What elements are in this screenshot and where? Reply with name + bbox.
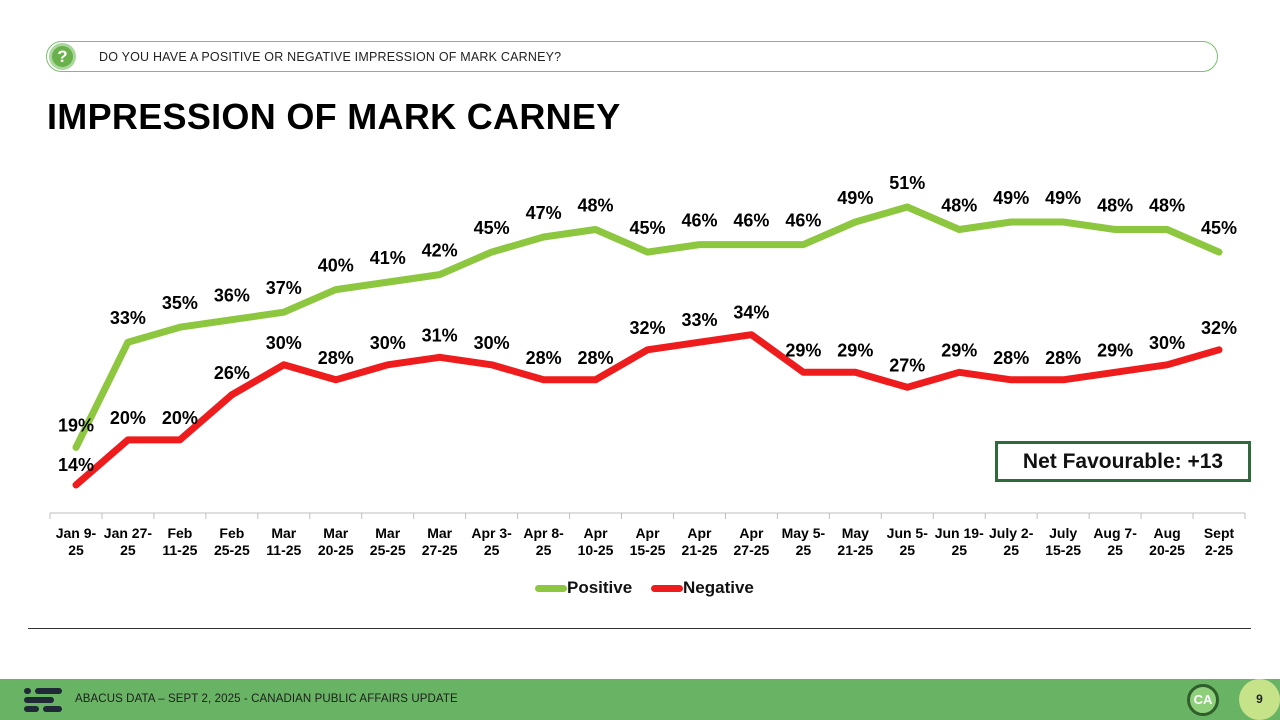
ca-badge: CA [1187,684,1219,716]
data-label-negative: 28% [318,348,354,368]
data-label-positive: 46% [681,211,717,231]
data-label-negative: 28% [1045,348,1081,368]
data-label-negative: 30% [474,333,510,353]
series-line-positive [72,203,1223,451]
data-label-positive: 49% [993,188,1029,208]
x-tick-label: Mar 25-25 [370,525,406,558]
data-label-positive: 33% [110,308,146,328]
data-label-negative: 20% [162,408,198,428]
data-label-positive: 49% [837,188,873,208]
data-label-negative: 26% [214,363,250,383]
data-label-negative: 20% [110,408,146,428]
x-tick-label: July 15-25 [1045,525,1081,558]
x-tick-label: May 21-25 [837,525,873,558]
data-label-positive: 19% [58,415,94,435]
data-label-positive: 41% [370,248,406,268]
data-label-positive: 48% [1149,196,1185,216]
data-label-negative: 29% [785,340,821,360]
question-icon: ? [49,43,76,70]
abacus-logo-icon [24,688,62,712]
x-tick-label: Apr 21-25 [682,525,718,558]
divider [28,628,1251,629]
data-label-positive: 42% [422,241,458,261]
x-tick-label: July 2-25 [989,525,1034,558]
x-tick-label: Apr 10-25 [578,525,614,558]
data-label-negative: 27% [889,355,925,375]
data-label-positive: 46% [733,211,769,231]
data-label-negative: 29% [1097,340,1133,360]
data-label-positive: 48% [1097,196,1133,216]
data-label-negative: 28% [993,348,1029,368]
survey-question: DO YOU HAVE A POSITIVE OR NEGATIVE IMPRE… [99,50,562,64]
x-tick-label: Aug 7-25 [1093,525,1137,558]
data-label-negative: 33% [681,310,717,330]
data-label-negative: 32% [1201,318,1237,338]
legend-label-positive: Positive [567,578,633,597]
x-tick-label: Mar 20-25 [318,525,354,558]
data-label-positive: 36% [214,286,250,306]
data-label-positive: 48% [941,196,977,216]
x-tick-label: Apr 27-25 [734,525,770,558]
x-tick-label: Mar 11-25 [266,525,301,558]
x-tick-label: Sept 2-25 [1204,525,1235,558]
data-label-positive: 45% [629,218,665,238]
data-label-negative: 28% [526,348,562,368]
data-label-positive: 40% [318,256,354,276]
page-number: 9 [1239,679,1280,720]
data-label-negative: 14% [58,455,94,475]
data-label-negative: 29% [941,340,977,360]
legend-label-negative: Negative [683,578,754,597]
legend-swatch-positive [535,585,567,592]
net-favourable-annotation: Net Favourable: +13 [995,441,1251,482]
footer-source: ABACUS DATA – SEPT 2, 2025 - CANADIAN PU… [75,693,458,705]
x-tick-label: Aug 20-25 [1149,525,1185,558]
data-label-positive: 45% [474,218,510,238]
data-label-negative: 32% [629,318,665,338]
data-label-negative: 30% [266,333,302,353]
x-tick-label: Jun 5-25 [887,525,929,558]
x-tick-label: Jan 9-25 [56,525,97,558]
x-tick-label: Jun 19-25 [935,525,984,558]
x-tick-label: Apr 15-25 [630,525,666,558]
footer-bar: ABACUS DATA – SEPT 2, 2025 - CANADIAN PU… [0,679,1280,720]
data-label-positive: 45% [1201,218,1237,238]
x-tick-label: May 5-25 [782,525,826,558]
x-tick-label: Jan 27-25 [104,525,153,558]
data-label-negative: 30% [370,333,406,353]
data-label-negative: 31% [422,325,458,345]
x-tick-label: Feb 11-25 [162,525,197,558]
data-label-positive: 35% [162,293,198,313]
series-line-negative [72,331,1223,489]
x-tick-label: Mar 27-25 [422,525,458,558]
data-label-positive: 48% [578,196,614,216]
x-tick-label: Apr 8-25 [523,525,564,558]
question-banner: ? DO YOU HAVE A POSITIVE OR NEGATIVE IMP… [46,41,1218,72]
data-label-positive: 51% [889,173,925,193]
data-label-positive: 37% [266,278,302,298]
x-tick-label: Apr 3-25 [471,525,512,558]
x-tick-label: Feb 25-25 [214,525,250,558]
data-label-negative: 29% [837,340,873,360]
data-label-negative: 28% [578,348,614,368]
data-label-positive: 47% [526,203,562,223]
data-label-positive: 49% [1045,188,1081,208]
data-label-negative: 30% [1149,333,1185,353]
legend-swatch-negative [651,585,683,592]
data-label-positive: 46% [785,211,821,231]
data-label-negative: 34% [733,303,769,323]
page-title: IMPRESSION OF MARK CARNEY [47,96,621,137]
